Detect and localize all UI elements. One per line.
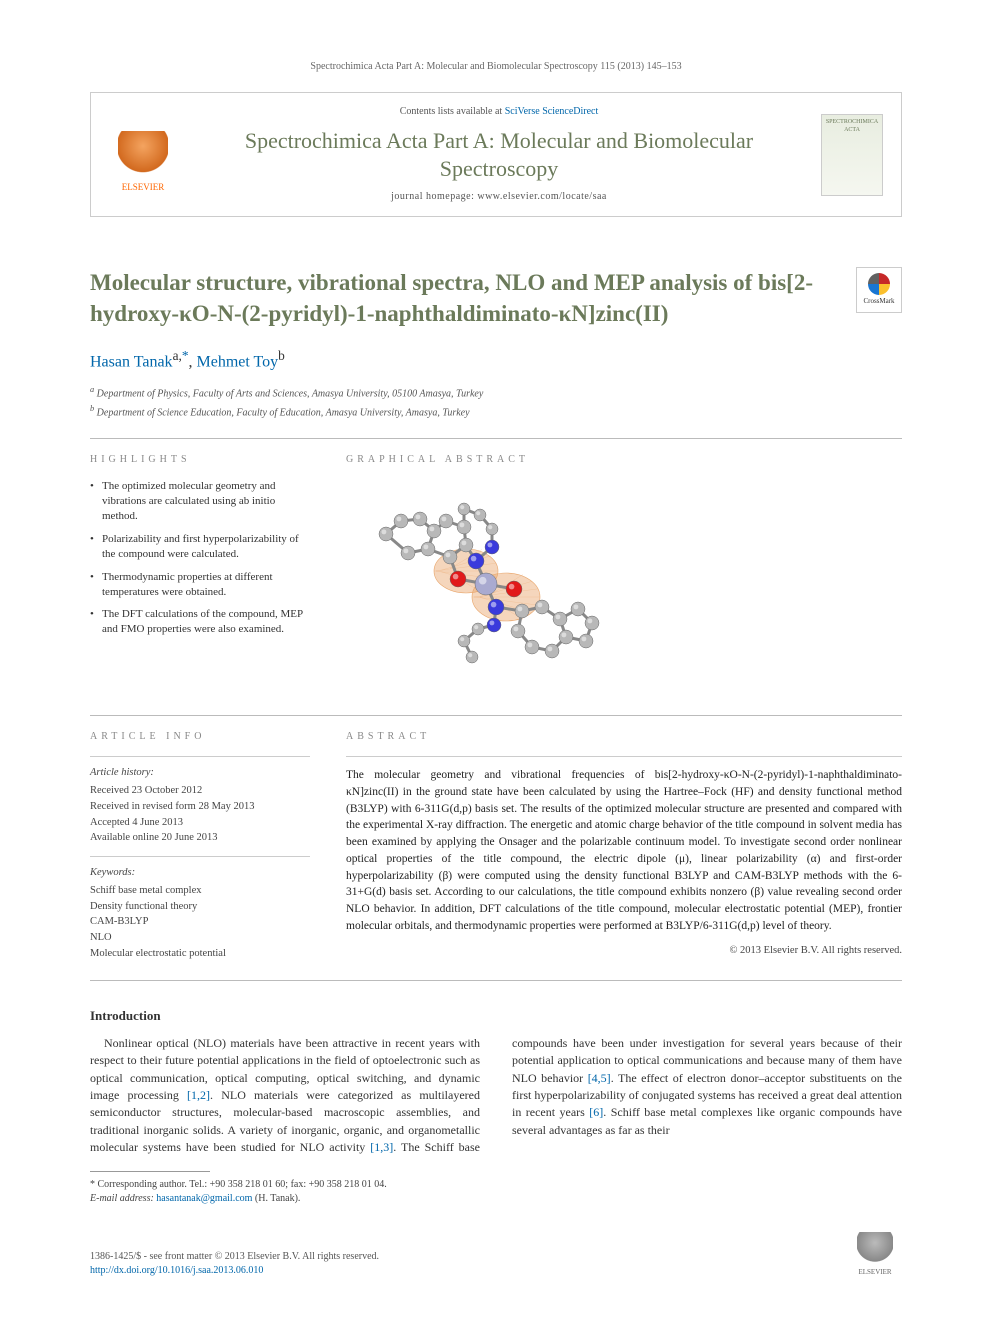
- author-1-affil-sup: a,: [173, 348, 182, 363]
- page-footer: 1386-1425/$ - see front matter © 2013 El…: [90, 1224, 902, 1278]
- graphical-abstract-image: [346, 479, 626, 689]
- history-item: Received 23 October 2012: [90, 783, 310, 799]
- contents-available-line: Contents lists available at SciVerse Sci…: [195, 105, 803, 119]
- contents-prefix: Contents lists available at: [400, 106, 505, 117]
- footnote-divider: [90, 1171, 210, 1172]
- sciencedirect-link[interactable]: SciVerse ScienceDirect: [505, 106, 599, 117]
- article-title: Molecular structure, vibrational spectra…: [90, 267, 902, 329]
- journal-cover-thumbnail: SPECTROCHIMICA ACTA: [821, 114, 883, 196]
- doi-link[interactable]: http://dx.doi.org/10.1016/j.saa.2013.06.…: [90, 1265, 263, 1276]
- keyword-item: Schiff base metal complex: [90, 883, 310, 899]
- history-item: Accepted 4 June 2013: [90, 815, 310, 831]
- citation-link[interactable]: [6]: [589, 1105, 603, 1119]
- crossmark-icon: [868, 273, 890, 295]
- citation-link[interactable]: [4,5]: [588, 1071, 611, 1085]
- abstract-text: The molecular geometry and vibrational f…: [346, 767, 902, 934]
- divider: [90, 980, 902, 981]
- journal-header: ELSEVIER Contents lists available at Sci…: [90, 92, 902, 217]
- keyword-item: NLO: [90, 930, 310, 946]
- highlight-item: The DFT calculations of the compound, ME…: [90, 607, 310, 637]
- article-history-block: Article history: Received 23 October 201…: [90, 765, 310, 846]
- email-link[interactable]: hasantanak@gmail.com: [156, 1193, 252, 1204]
- history-item: Received in revised form 28 May 2013: [90, 799, 310, 815]
- highlight-item: Polarizability and first hyperpolarizabi…: [90, 532, 310, 562]
- email-footnote: E-mail address: hasantanak@gmail.com (H.…: [90, 1192, 902, 1206]
- elsevier-tree-icon: [118, 131, 168, 181]
- highlight-item: The optimized molecular geometry and vib…: [90, 479, 310, 524]
- journal-homepage-line: journal homepage: www.elsevier.com/locat…: [195, 190, 803, 204]
- crossmark-badge[interactable]: CrossMark: [856, 267, 902, 313]
- introduction-heading: Introduction: [90, 1007, 902, 1025]
- article-info-label: ARTICLE INFO: [90, 730, 310, 744]
- keyword-item: Molecular electrostatic potential: [90, 946, 310, 962]
- elsevier-tree-icon: [857, 1232, 893, 1268]
- abstract-label: ABSTRACT: [346, 730, 902, 744]
- intro-paragraph: Nonlinear optical (NLO) materials have b…: [90, 1035, 902, 1157]
- email-label: E-mail address:: [90, 1193, 156, 1204]
- keywords-block: Keywords: Schiff base metal complex Dens…: [90, 865, 310, 962]
- affiliation-a: a Department of Physics, Faculty of Arts…: [90, 384, 902, 401]
- elsevier-label: ELSEVIER: [858, 1268, 891, 1278]
- divider: [90, 756, 310, 757]
- elsevier-footer-logo: ELSEVIER: [848, 1224, 902, 1278]
- highlight-item: Thermodynamic properties at different te…: [90, 570, 310, 600]
- divider: [90, 438, 902, 439]
- elsevier-label: ELSEVIER: [122, 181, 165, 194]
- divider: [90, 856, 310, 857]
- author-2-link[interactable]: Mehmet Toy: [196, 353, 278, 370]
- citation-link[interactable]: [1,2]: [187, 1088, 210, 1102]
- author-2-affil-sup: b: [278, 348, 285, 363]
- introduction-body: Nonlinear optical (NLO) materials have b…: [90, 1035, 902, 1157]
- elsevier-logo: ELSEVIER: [109, 116, 177, 194]
- copyright-line: © 2013 Elsevier B.V. All rights reserved…: [346, 944, 902, 959]
- homepage-label: journal homepage:: [391, 191, 477, 202]
- crossmark-label: CrossMark: [863, 297, 894, 307]
- email-suffix: (H. Tanak).: [252, 1193, 300, 1204]
- divider: [90, 715, 902, 716]
- homepage-url: www.elsevier.com/locate/saa: [477, 191, 606, 202]
- citation-link[interactable]: [1,3]: [370, 1140, 393, 1154]
- journal-title: Spectrochimica Acta Part A: Molecular an…: [195, 127, 803, 182]
- authors-line: Hasan Tanaka,*, Mehmet Toyb: [90, 347, 902, 374]
- affiliation-b: b Department of Science Education, Facul…: [90, 403, 902, 420]
- journal-reference: Spectrochimica Acta Part A: Molecular an…: [90, 60, 902, 74]
- keywords-heading: Keywords:: [90, 865, 310, 881]
- highlights-list: The optimized molecular geometry and vib…: [90, 479, 310, 637]
- author-1-link[interactable]: Hasan Tanak: [90, 353, 173, 370]
- article-history-heading: Article history:: [90, 765, 310, 781]
- graphical-abstract-label: GRAPHICAL ABSTRACT: [346, 453, 902, 467]
- highlights-label: HIGHLIGHTS: [90, 453, 310, 467]
- history-item: Available online 20 June 2013: [90, 830, 310, 846]
- keyword-item: Density functional theory: [90, 899, 310, 915]
- corresponding-author-footnote: * Corresponding author. Tel.: +90 358 21…: [90, 1178, 902, 1192]
- keyword-item: CAM-B3LYP: [90, 914, 310, 930]
- issn-line: 1386-1425/$ - see front matter © 2013 El…: [90, 1250, 379, 1264]
- divider: [346, 756, 902, 757]
